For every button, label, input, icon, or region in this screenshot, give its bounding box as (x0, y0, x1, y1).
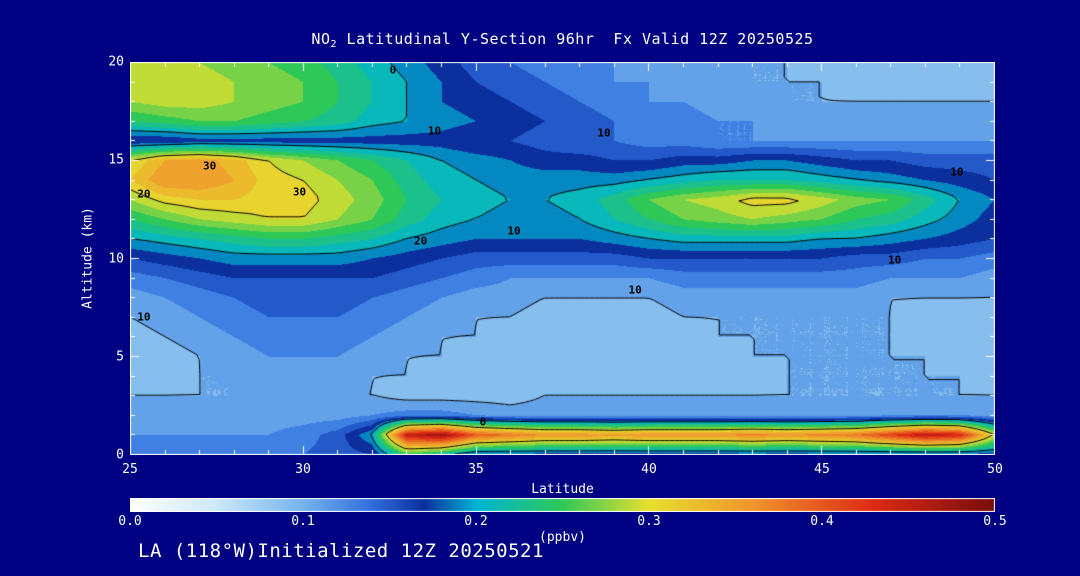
y-tick-label: 20 (108, 54, 124, 70)
colorbar-tick-label: 0.4 (810, 514, 834, 529)
title-text: Latitudinal Y-Section 96hr Fx Valid 12Z … (337, 30, 814, 48)
page-title: NO2 Latitudinal Y-Section 96hr Fx Valid … (130, 30, 995, 50)
colorbar (130, 497, 995, 512)
plot-area: 0 10 10 10 30 20 30 20 10 10 10 10 0 (130, 62, 995, 455)
initialization-caption: LA (118°W)Initialized 12Z 20250521 (138, 540, 544, 562)
title-species: NO (311, 30, 331, 48)
colorbar-tick-label: 0.0 (118, 514, 142, 529)
x-tick-label: 40 (641, 462, 657, 477)
title-species-subscript: 2 (330, 39, 338, 50)
colorbar-tick-label: 0.1 (291, 514, 315, 529)
x-tick-label: 35 (468, 462, 484, 477)
y-axis-label: Altitude (km) (80, 207, 96, 309)
y-tick-label: 5 (116, 349, 124, 365)
y-tick-label: 15 (108, 152, 124, 168)
x-axis-label: Latitude (531, 482, 594, 497)
colorbar-tick-label: 0.2 (464, 514, 488, 529)
y-tick-label: 10 (108, 251, 124, 266)
colorbar-gradient (130, 498, 995, 512)
x-tick-label: 50 (987, 462, 1003, 477)
heatmap-canvas (130, 62, 995, 455)
x-tick-label: 45 (814, 462, 830, 477)
x-tick-label: 25 (122, 462, 138, 477)
colorbar-tick-label: 0.3 (637, 514, 661, 529)
x-tick-label: 30 (295, 462, 311, 477)
colorbar-unit-label: (ppbv) (539, 530, 586, 545)
y-tick-label: 0 (116, 447, 124, 463)
colorbar-tick-label: 0.5 (983, 514, 1007, 529)
